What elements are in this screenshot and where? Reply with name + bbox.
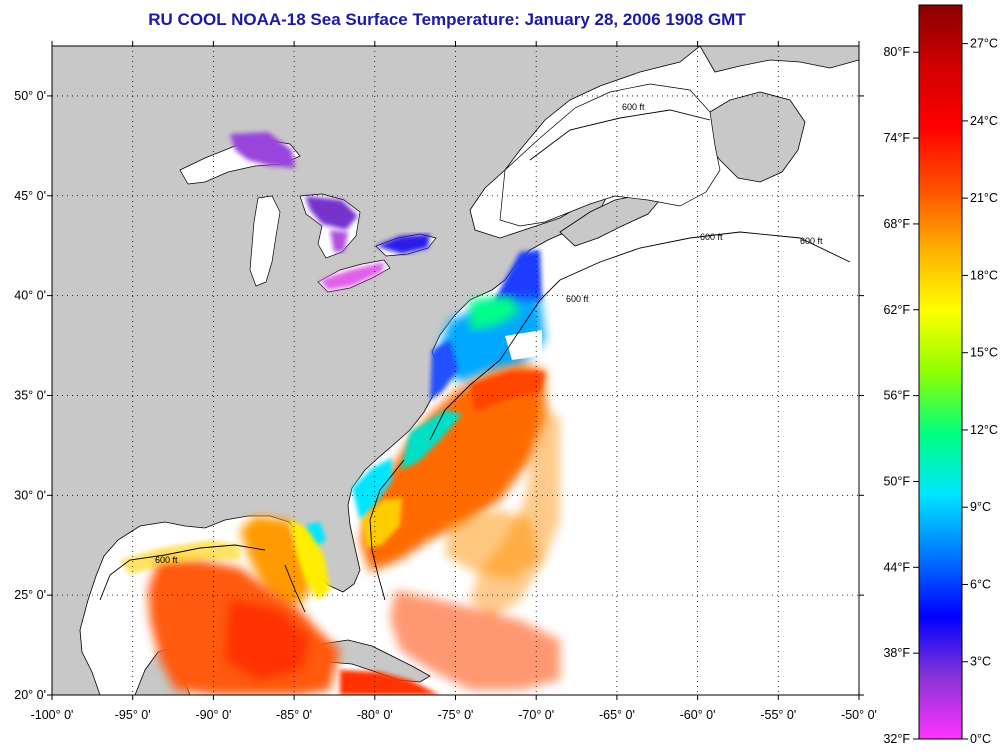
celsius-label: 9°C: [970, 500, 991, 514]
contour-label: 600 ft: [566, 294, 589, 304]
fahrenheit-label: 56°F: [883, 389, 910, 403]
lon-tick-label: -95° 0': [115, 708, 151, 722]
celsius-label: 3°C: [970, 655, 991, 669]
lon-tick-label: -90° 0': [195, 708, 231, 722]
contour-label: 600 ft: [155, 555, 178, 565]
lon-tick-label: -70° 0': [518, 708, 554, 722]
celsius-label: 27°C: [970, 37, 998, 51]
lat-tick-label: 30° 0': [14, 488, 46, 502]
lat-tick-label: 20° 0': [14, 688, 46, 702]
lat-tick-label: 25° 0': [14, 588, 46, 602]
colorbar-labels: 80°F 74°F 68°F 62°F 56°F 50°F 44°F 38°F 32°F 27°C…: [883, 37, 997, 746]
gulf-st-lawrence: [499, 83, 721, 227]
contour-labels: 600 ft 600 ft 600 ft 600 ft 600 ft: [155, 102, 823, 565]
sst-overlay: [120, 132, 560, 695]
lat-tick-label: 35° 0': [14, 388, 46, 402]
contour-label: 600 ft: [700, 232, 723, 242]
contour-label: 600 ft: [622, 102, 645, 112]
axis-ticks: [47, 41, 864, 700]
map-title: RU COOL NOAA-18 Sea Surface Temperature:…: [148, 10, 746, 29]
celsius-label: 21°C: [970, 191, 998, 205]
celsius-label: 12°C: [970, 423, 998, 437]
north-america-land: [52, 46, 701, 695]
lat-tick-label: 40° 0': [14, 289, 46, 303]
fahrenheit-label: 74°F: [883, 131, 910, 145]
axis-labels: -100° 0' -95° 0' -90° 0' -85° 0' -80° 0' -75°…: [14, 89, 877, 722]
colorbar-ticks: [913, 43, 968, 740]
lon-tick-label: -100° 0': [31, 708, 74, 722]
lat-tick-label: 50° 0': [14, 89, 46, 103]
lon-tick-label: -65° 0': [599, 708, 635, 722]
celsius-label: 15°C: [970, 346, 998, 360]
fahrenheit-label: 32°F: [883, 732, 910, 746]
celsius-label: 24°C: [970, 114, 998, 128]
lon-tick-label: -80° 0': [357, 708, 393, 722]
fahrenheit-label: 62°F: [883, 303, 910, 317]
lake-michigan: [249, 195, 281, 287]
celsius-label: 6°C: [970, 577, 991, 591]
celsius-label: 18°C: [970, 268, 998, 282]
fahrenheit-label: 38°F: [883, 646, 910, 660]
depth-contours: [99, 109, 851, 613]
lon-tick-label: -75° 0': [438, 708, 474, 722]
lon-tick-label: -60° 0': [680, 708, 716, 722]
contour-label: 600 ft: [800, 236, 823, 246]
lon-tick-label: -85° 0': [276, 708, 312, 722]
grid-lines: [52, 46, 859, 695]
fahrenheit-label: 68°F: [883, 217, 910, 231]
nova-scotia-land: [559, 194, 661, 247]
lon-tick-label: -55° 0': [760, 708, 796, 722]
fahrenheit-label: 80°F: [883, 45, 910, 59]
colorbar-gradient: [918, 4, 963, 740]
celsius-label: 0°C: [970, 732, 991, 746]
labrador-land: [699, 46, 859, 73]
lon-tick-label: -50° 0': [841, 708, 877, 722]
lat-tick-label: 45° 0': [14, 189, 46, 203]
fahrenheit-label: 50°F: [883, 474, 910, 488]
fahrenheit-label: 44°F: [883, 560, 910, 574]
